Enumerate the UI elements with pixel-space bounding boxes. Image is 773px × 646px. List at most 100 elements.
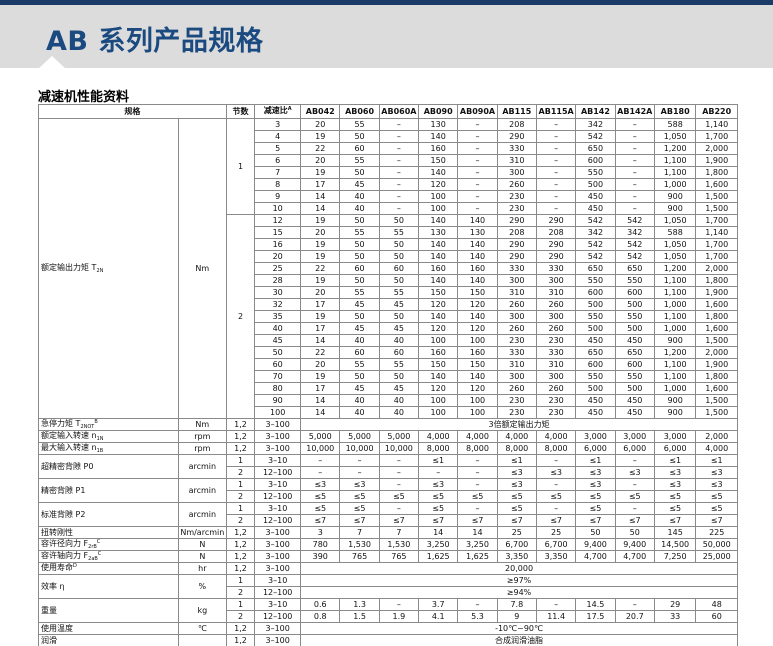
- value-cell-4: 140: [457, 310, 498, 323]
- value-cell-7: 17.5: [575, 610, 616, 623]
- value-cell-10: 48: [695, 598, 738, 611]
- value-cell-2: –: [378, 454, 420, 467]
- ratio-cell: 40: [254, 322, 302, 335]
- stage-cell: 1: [225, 502, 256, 515]
- value-cell-7: 14.5: [575, 598, 616, 611]
- value-cell-10: 2,000: [695, 346, 738, 359]
- value-cell-2: –: [378, 130, 420, 143]
- value-cell-2: 55: [378, 226, 420, 239]
- value-cell-8: 600: [614, 358, 655, 371]
- value-cell-5: 8,000: [496, 442, 537, 455]
- value-cell-7: 550: [575, 274, 616, 287]
- value-cell-10: ≤5: [695, 490, 738, 503]
- ratio-cell: 10: [254, 202, 302, 215]
- row-label-sup: D: [73, 563, 77, 570]
- value-cell-1: 40: [339, 406, 380, 419]
- value-cell-4: 140: [457, 274, 498, 287]
- value-cell-5: 230: [496, 394, 537, 407]
- value-cell-6: 230: [535, 394, 577, 407]
- value-cell-1: –: [339, 454, 380, 467]
- value-cell-0: 780: [300, 538, 341, 551]
- value-cell-3: 130: [418, 226, 459, 239]
- merged-value-cell: ≥94%: [300, 586, 738, 599]
- value-cell-7: 450: [575, 202, 616, 215]
- value-cell-7: 50: [575, 526, 616, 539]
- row-label-sub: 1B: [96, 448, 104, 454]
- value-cell-10: 1,500: [695, 202, 738, 215]
- value-cell-4: 5.3: [457, 610, 498, 623]
- value-cell-3: –: [418, 466, 459, 479]
- value-cell-10: 1,800: [695, 310, 738, 323]
- value-cell-9: 1,100: [653, 154, 697, 167]
- value-cell-0: 19: [300, 130, 341, 143]
- value-cell-4: 150: [457, 358, 498, 371]
- ratio-cell: 28: [254, 274, 302, 287]
- value-cell-0: 19: [300, 274, 341, 287]
- value-cell-1: 1,530: [339, 538, 380, 551]
- value-cell-6: 310: [535, 358, 577, 371]
- value-cell-5: 330: [496, 346, 537, 359]
- value-cell-5: 300: [496, 370, 537, 383]
- ratio-cell: 3–10: [254, 574, 302, 587]
- value-cell-5: 300: [496, 310, 537, 323]
- value-cell-0: 14: [300, 334, 341, 347]
- header-model-1: AB060: [339, 104, 380, 119]
- value-cell-3: 140: [418, 238, 459, 251]
- ratio-cell: 60: [254, 358, 302, 371]
- stage-cell: 1,2: [225, 418, 256, 431]
- value-cell-8: 3,000: [614, 430, 655, 443]
- value-cell-7: 450: [575, 334, 616, 347]
- value-cell-9: 1,200: [653, 346, 697, 359]
- value-cell-9: 1,000: [653, 298, 697, 311]
- value-cell-7: 450: [575, 406, 616, 419]
- value-cell-3: ≤3: [418, 478, 459, 491]
- page-banner: AB 系列产品规格: [0, 0, 773, 69]
- row-unit: ℃: [177, 622, 227, 635]
- value-cell-2: 60: [378, 262, 420, 275]
- value-cell-1: 45: [339, 178, 380, 191]
- row-unit: N: [177, 538, 227, 551]
- value-cell-6: 6,700: [535, 538, 577, 551]
- row-unit: arcmin: [177, 478, 227, 503]
- stage-cell: 1,2: [225, 562, 256, 575]
- value-cell-5: 330: [496, 262, 537, 275]
- value-cell-4: 120: [457, 382, 498, 395]
- value-cell-8: –: [614, 142, 655, 155]
- table-row: 使用温度 ℃ 1,2 3–100 -10℃~90℃: [38, 622, 738, 635]
- ratio-cell: 3–100: [254, 622, 302, 635]
- value-cell-9: 900: [653, 190, 697, 203]
- value-cell-4: ≤7: [457, 514, 498, 527]
- merged-value-cell: 20,000: [300, 562, 738, 575]
- stage-cell: 1,2: [225, 550, 256, 563]
- value-cell-2: 10,000: [378, 442, 420, 455]
- value-cell-0: 19: [300, 310, 341, 323]
- value-cell-8: 500: [614, 322, 655, 335]
- value-cell-6: –: [535, 478, 577, 491]
- ratio-cell: 12: [254, 214, 302, 227]
- header-ratio-text: 减速比: [263, 106, 288, 115]
- value-cell-5: 208: [496, 118, 537, 131]
- value-cell-2: 765: [378, 550, 420, 563]
- value-cell-3: 120: [418, 298, 459, 311]
- row-label-sup: B: [94, 419, 98, 426]
- value-cell-1: 7: [339, 526, 380, 539]
- stage-cell: 1,2: [225, 526, 256, 539]
- value-cell-7: 500: [575, 178, 616, 191]
- value-cell-0: 17: [300, 322, 341, 335]
- ratio-cell: 3–100: [254, 550, 302, 563]
- value-cell-9: 1,050: [653, 214, 697, 227]
- value-cell-9: 1,100: [653, 370, 697, 383]
- value-cell-7: 500: [575, 382, 616, 395]
- value-cell-8: –: [614, 454, 655, 467]
- table-row: 45 14 40 40 100 100 230 230 450 450 900 1,500: [39, 334, 738, 347]
- row-label: 润滑: [38, 634, 179, 646]
- value-cell-1: 50: [339, 214, 380, 227]
- value-cell-9: 1,000: [653, 322, 697, 335]
- value-cell-6: ≤3: [535, 466, 577, 479]
- value-cell-5: 260: [496, 322, 537, 335]
- value-cell-1: 765: [339, 550, 380, 563]
- value-cell-9: 1,100: [653, 286, 697, 299]
- value-cell-2: ≤7: [378, 514, 420, 527]
- value-cell-0: 390: [300, 550, 341, 563]
